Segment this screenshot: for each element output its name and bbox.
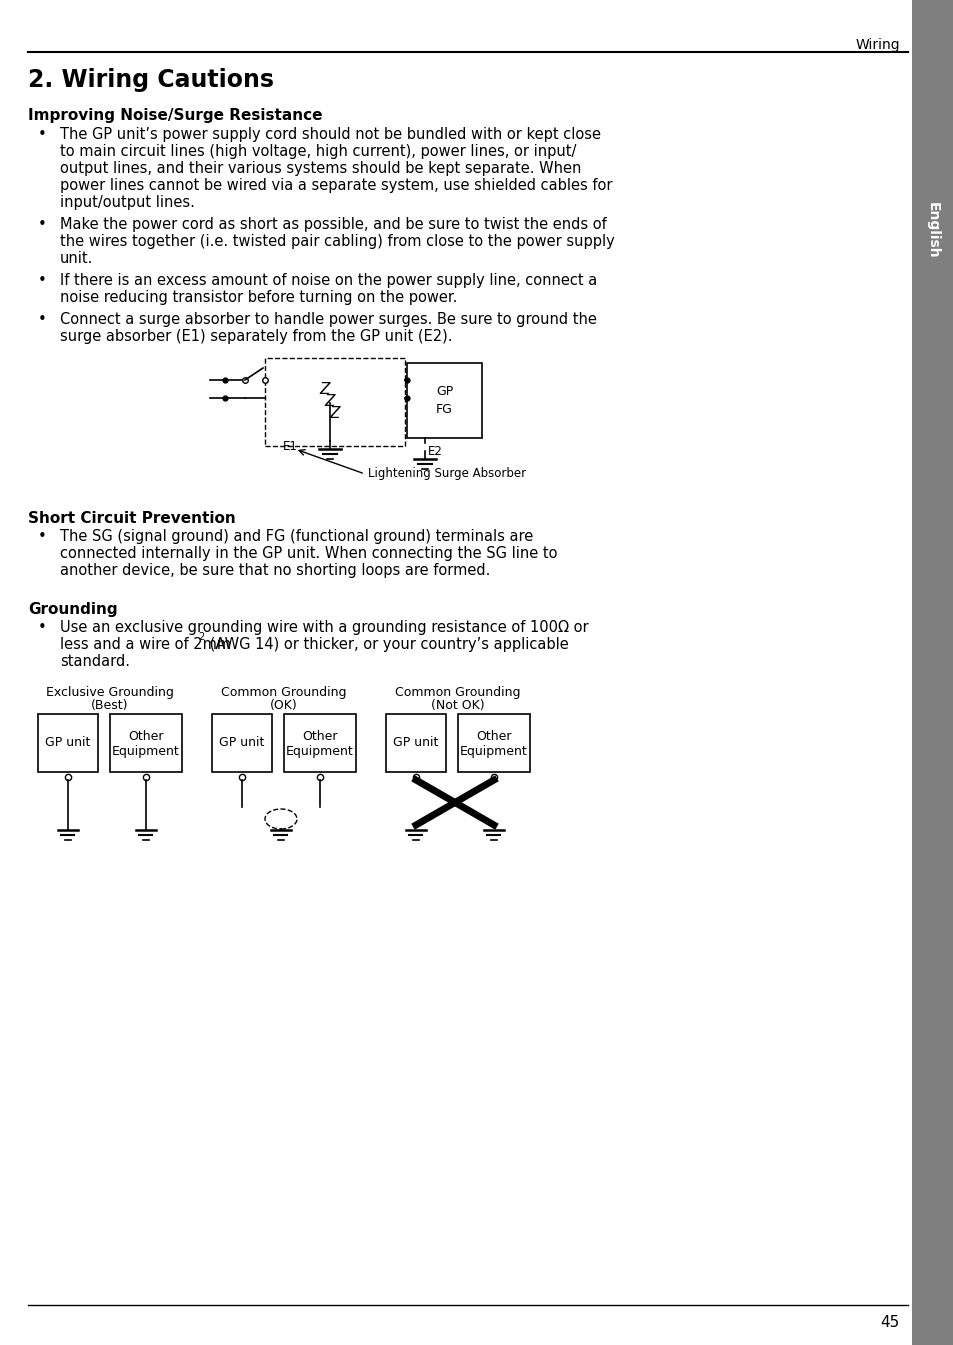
Text: •: • — [38, 529, 47, 543]
Text: Short Circuit Prevention: Short Circuit Prevention — [28, 511, 235, 526]
Text: the wires together (i.e. twisted pair cabling) from close to the power supply: the wires together (i.e. twisted pair ca… — [60, 234, 614, 249]
Text: GP unit: GP unit — [219, 737, 264, 749]
Text: Other: Other — [128, 730, 164, 744]
Text: •: • — [38, 620, 47, 635]
Text: The SG (signal ground) and FG (functional ground) terminals are: The SG (signal ground) and FG (functiona… — [60, 529, 533, 543]
Text: Improving Noise/Surge Resistance: Improving Noise/Surge Resistance — [28, 108, 322, 122]
Text: to main circuit lines (high voltage, high current), power lines, or input/: to main circuit lines (high voltage, hig… — [60, 144, 576, 159]
Text: The GP unit’s power supply cord should not be bundled with or kept close: The GP unit’s power supply cord should n… — [60, 126, 600, 143]
Text: Grounding: Grounding — [28, 603, 117, 617]
Text: output lines, and their various systems should be kept separate. When: output lines, and their various systems … — [60, 161, 580, 176]
Text: E1: E1 — [283, 440, 297, 453]
Text: Equipment: Equipment — [459, 745, 527, 757]
Text: (OK): (OK) — [270, 699, 297, 712]
Text: Z: Z — [330, 406, 340, 421]
Text: Other: Other — [476, 730, 511, 744]
Text: Make the power cord as short as possible, and be sure to twist the ends of: Make the power cord as short as possible… — [60, 217, 606, 231]
Text: Lightening Surge Absorber: Lightening Surge Absorber — [368, 468, 525, 480]
Text: GP unit: GP unit — [45, 737, 91, 749]
Text: another device, be sure that no shorting loops are formed.: another device, be sure that no shorting… — [60, 564, 490, 578]
Text: 2: 2 — [198, 632, 204, 642]
Bar — [386, 714, 446, 772]
Text: input/output lines.: input/output lines. — [60, 195, 194, 210]
Text: GP: GP — [436, 385, 453, 398]
Bar — [457, 714, 530, 772]
Text: Z: Z — [319, 382, 330, 397]
Text: unit.: unit. — [60, 252, 93, 266]
Text: Exclusive Grounding: Exclusive Grounding — [46, 686, 173, 699]
Text: connected internally in the GP unit. When connecting the SG line to: connected internally in the GP unit. Whe… — [60, 546, 557, 561]
Bar — [284, 714, 355, 772]
Text: English: English — [925, 202, 939, 258]
Text: less and a wire of 2mm: less and a wire of 2mm — [60, 638, 231, 652]
Text: •: • — [38, 273, 47, 288]
Text: (Not OK): (Not OK) — [431, 699, 484, 712]
Text: Other: Other — [302, 730, 337, 744]
Text: noise reducing transistor before turning on the power.: noise reducing transistor before turning… — [60, 291, 456, 305]
Text: Equipment: Equipment — [112, 745, 180, 757]
Text: If there is an excess amount of noise on the power supply line, connect a: If there is an excess amount of noise on… — [60, 273, 597, 288]
Bar — [212, 714, 272, 772]
Text: Common Grounding: Common Grounding — [395, 686, 520, 699]
Bar — [265, 358, 405, 447]
Text: GP unit: GP unit — [393, 737, 438, 749]
Text: (Best): (Best) — [91, 699, 129, 712]
Text: (AWG 14) or thicker, or your country’s applicable: (AWG 14) or thicker, or your country’s a… — [205, 638, 568, 652]
Text: Common Grounding: Common Grounding — [221, 686, 346, 699]
Text: Wiring: Wiring — [855, 38, 899, 52]
Text: 2. Wiring Cautions: 2. Wiring Cautions — [28, 69, 274, 91]
Bar — [110, 714, 182, 772]
Text: Z: Z — [324, 394, 335, 409]
Text: 45: 45 — [880, 1315, 899, 1330]
Text: Connect a surge absorber to handle power surges. Be sure to ground the: Connect a surge absorber to handle power… — [60, 312, 597, 327]
Text: Use an exclusive grounding wire with a grounding resistance of 100Ω or: Use an exclusive grounding wire with a g… — [60, 620, 588, 635]
Text: •: • — [38, 217, 47, 231]
Text: surge absorber (E1) separately from the GP unit (E2).: surge absorber (E1) separately from the … — [60, 330, 452, 344]
Text: •: • — [38, 126, 47, 143]
Text: Equipment: Equipment — [286, 745, 354, 757]
Text: standard.: standard. — [60, 654, 130, 668]
Text: power lines cannot be wired via a separate system, use shielded cables for: power lines cannot be wired via a separa… — [60, 178, 612, 192]
Text: FG: FG — [436, 404, 453, 416]
Bar — [911, 0, 953, 1345]
Bar — [407, 363, 481, 438]
Bar — [38, 714, 98, 772]
Text: E2: E2 — [428, 445, 442, 459]
Text: •: • — [38, 312, 47, 327]
